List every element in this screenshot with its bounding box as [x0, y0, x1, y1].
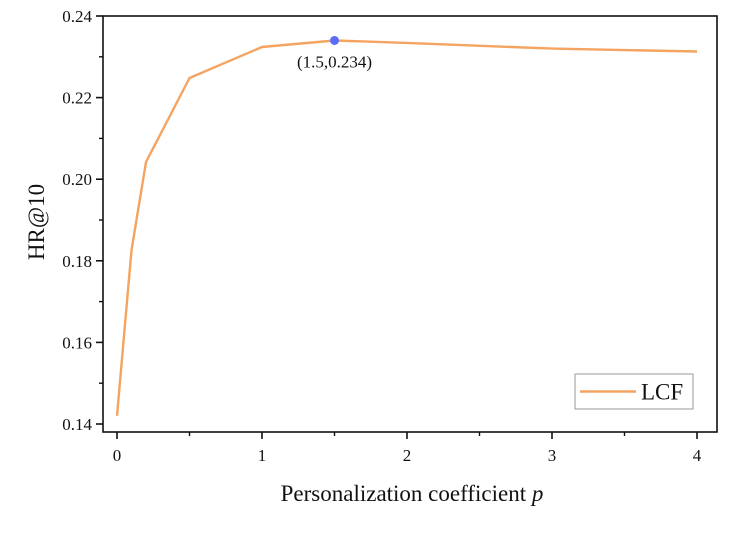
y-axis-title: HR@10	[24, 184, 49, 260]
x-axis-title: Personalization coefficient p	[281, 481, 544, 506]
x-tick-label: 2	[403, 446, 412, 465]
x-axis-ticks: 0 1 2 3 4	[113, 432, 702, 465]
x-tick-label: 4	[693, 446, 702, 465]
annotation-label: (1.5,0.234)	[297, 52, 372, 71]
x-tick-label: 0	[113, 446, 122, 465]
series-line-lcf	[115, 39, 698, 416]
data-series	[115, 39, 698, 416]
y-tick-label: 0.24	[62, 7, 92, 26]
legend: LCF	[574, 373, 694, 410]
annotations: (1.5,0.234)	[297, 35, 372, 71]
y-tick-label: 0.16	[62, 333, 92, 352]
y-tick-label: 0.18	[62, 252, 92, 271]
y-tick-label: 0.20	[62, 170, 92, 189]
y-tick-label: 0.22	[62, 89, 92, 108]
highlight-marker	[330, 35, 339, 45]
plot-border	[102, 15, 718, 433]
x-tick-label: 3	[548, 446, 557, 465]
y-tick-label: 0.14	[62, 415, 92, 434]
plot-frame	[102, 15, 718, 433]
legend-label: LCF	[641, 380, 683, 405]
y-axis-ticks: 0.14 0.16 0.18 0.20 0.22 0.24	[62, 7, 103, 434]
x-tick-label: 1	[258, 446, 267, 465]
x-axis-variable: p	[530, 481, 544, 506]
x-axis-title-text: Personalization coefficient	[281, 481, 527, 506]
